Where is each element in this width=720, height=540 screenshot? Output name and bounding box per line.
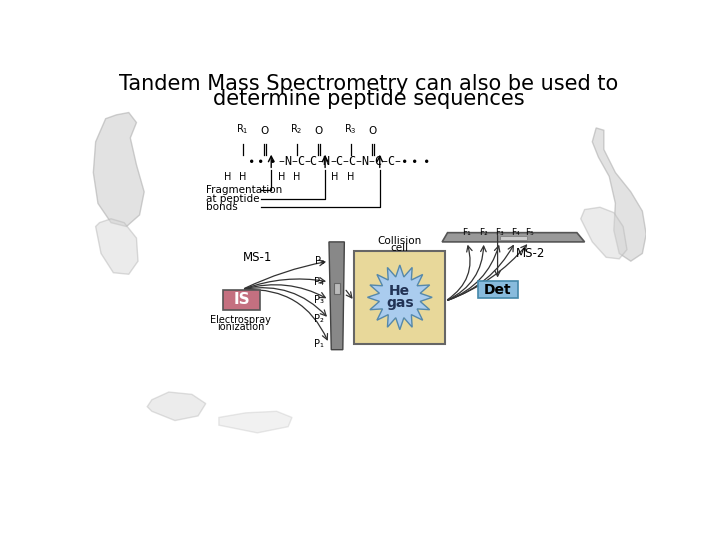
Bar <box>333 284 340 294</box>
Text: ionization: ionization <box>217 322 264 332</box>
Text: H: H <box>331 172 339 182</box>
Polygon shape <box>367 265 432 330</box>
Bar <box>500 236 527 240</box>
Polygon shape <box>593 128 647 261</box>
Polygon shape <box>442 233 585 242</box>
Text: P₅: P₅ <box>315 256 324 266</box>
Text: P₃: P₃ <box>315 295 324 305</box>
Text: $\bullet\bullet\bullet$–N–C–C–N–C–C–N–C–C–$\bullet\bullet\bullet$: $\bullet\bullet\bullet$–N–C–C–N–C–C–N–C–… <box>247 154 430 167</box>
Text: F₄: F₄ <box>511 228 520 237</box>
Text: He: He <box>390 284 410 298</box>
Text: H: H <box>277 172 285 182</box>
Text: Tandem Mass Spectrometry can also be used to: Tandem Mass Spectrometry can also be use… <box>120 74 618 94</box>
Text: Collision: Collision <box>378 236 422 246</box>
Text: O: O <box>314 126 323 136</box>
Text: IS: IS <box>233 292 251 307</box>
Text: P₂: P₂ <box>315 314 324 324</box>
Text: at peptide: at peptide <box>206 194 259 204</box>
Text: MS-1: MS-1 <box>243 251 272 264</box>
Text: H: H <box>347 172 354 182</box>
Text: R$_2$: R$_2$ <box>290 122 303 136</box>
Text: H: H <box>224 172 231 182</box>
Text: MS-2: MS-2 <box>516 247 545 260</box>
Polygon shape <box>96 219 138 274</box>
Text: determine peptide sequences: determine peptide sequences <box>213 89 525 109</box>
Text: Det: Det <box>484 282 511 296</box>
Text: gas: gas <box>386 296 413 310</box>
Polygon shape <box>94 112 144 226</box>
Text: P₁: P₁ <box>315 339 324 348</box>
FancyBboxPatch shape <box>223 289 261 309</box>
Text: cell: cell <box>391 243 409 253</box>
Text: Fragmentation: Fragmentation <box>206 185 282 195</box>
Text: F₁: F₁ <box>462 228 471 237</box>
Text: R$_1$: R$_1$ <box>236 122 249 136</box>
Text: O: O <box>260 126 269 136</box>
Bar <box>354 251 445 343</box>
Text: H: H <box>239 172 246 182</box>
Text: P₄: P₄ <box>315 277 324 287</box>
Text: bonds: bonds <box>206 202 238 212</box>
Polygon shape <box>581 207 627 259</box>
FancyBboxPatch shape <box>477 281 518 298</box>
Polygon shape <box>148 392 206 421</box>
Text: F₂: F₂ <box>480 228 488 237</box>
Polygon shape <box>329 242 344 350</box>
Text: Electrospray: Electrospray <box>210 315 271 325</box>
Text: F₃: F₃ <box>495 228 504 237</box>
Text: H: H <box>293 172 300 182</box>
Polygon shape <box>219 411 292 433</box>
Text: F₅: F₅ <box>525 228 534 237</box>
Text: O: O <box>368 126 377 136</box>
Text: R$_3$: R$_3$ <box>344 122 357 136</box>
